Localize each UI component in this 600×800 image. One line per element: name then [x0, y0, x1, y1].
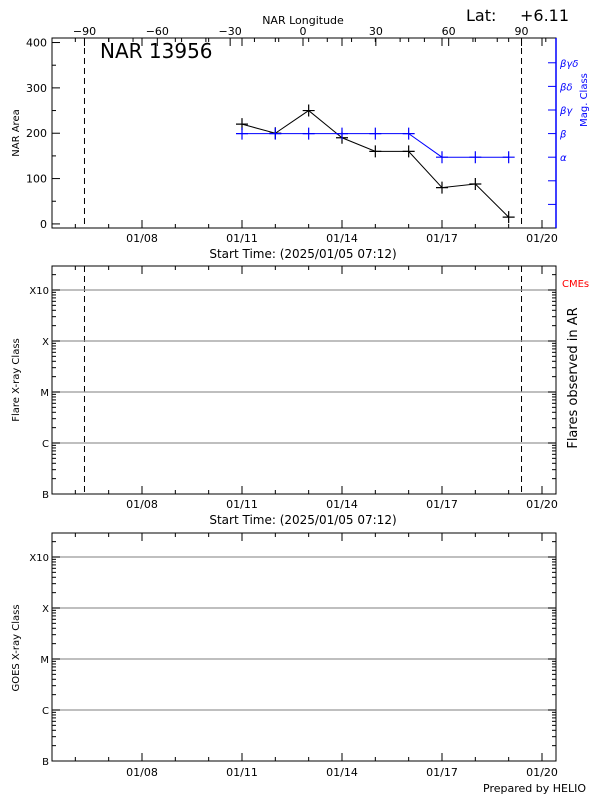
x-tick-label: 01/14: [326, 766, 358, 779]
mag-class-point: [269, 127, 282, 140]
x-tick-label: 01/08: [126, 498, 158, 511]
mag-class-point: [335, 127, 348, 140]
x-tick-label: 01/17: [426, 232, 458, 245]
top-axis-title: NAR Longitude: [262, 14, 344, 27]
y-tick-label: 200: [26, 127, 47, 140]
panel1-ylabel: NAR Area: [11, 109, 22, 156]
mag-class-point: [502, 151, 515, 164]
panel1-xlabel: Start Time: (2025/01/05 07:12): [209, 247, 396, 261]
area-line: [241, 109, 510, 218]
y-tick-label: C: [42, 439, 49, 450]
y-tick-label: 300: [26, 82, 47, 95]
top-tick-label: 30: [369, 25, 383, 38]
x-tick-label: 01/20: [526, 498, 558, 511]
x-tick-label: 01/11: [226, 498, 258, 511]
panel1-title: NAR 13956: [100, 39, 213, 63]
top-tick-label: 0: [300, 25, 307, 38]
panel1-frame: [51, 265, 557, 495]
y-tick-label: C: [42, 706, 49, 717]
lat-label: Lat:: [466, 6, 496, 25]
y-tick-label: 0: [40, 218, 47, 231]
x-tick-label: 01/08: [126, 766, 158, 779]
area-point: [402, 145, 415, 158]
x-tick-label: 01/14: [326, 498, 358, 511]
y-tick-label: M: [40, 388, 49, 399]
panel2-ylabel: Flare X-ray Class: [11, 338, 22, 422]
y-tick-label: B: [42, 490, 49, 501]
panel2-xlabel: Start Time: (2025/01/05 07:12): [209, 513, 396, 527]
lat-value: +6.11: [520, 6, 569, 25]
y2-tick-label: α: [560, 153, 567, 164]
x-tick-label: 01/08: [126, 232, 158, 245]
panel3-ylabel: GOES X-ray Class: [11, 604, 22, 691]
y2-tick-label: βγδ: [559, 59, 578, 70]
x-tick-label: 01/11: [226, 766, 258, 779]
y-tick-label: 400: [26, 37, 47, 50]
mag-class-point: [435, 151, 448, 164]
panel1-y2label: Mag. Class: [579, 73, 590, 127]
mag-class-point: [302, 127, 315, 140]
x-tick-label: 01/11: [226, 232, 258, 245]
mag-class-point: [369, 127, 382, 140]
top-tick-label: −90: [73, 25, 96, 38]
area-point: [369, 145, 382, 158]
top-tick-label: −30: [219, 25, 242, 38]
cme-legend: CMEs: [562, 279, 589, 290]
area-point: [435, 181, 448, 194]
y-tick-label: X: [42, 604, 49, 615]
y-tick-label: X10: [29, 286, 49, 297]
y-tick-label: X10: [29, 553, 49, 564]
top-tick-label: 60: [442, 25, 456, 38]
y-tick-label: X: [42, 337, 49, 348]
x-tick-label: 01/17: [426, 498, 458, 511]
y2-tick-label: βγ: [559, 106, 573, 117]
top-tick-label: −60: [146, 25, 169, 38]
mag-class-point: [235, 127, 248, 140]
y-tick-label: M: [40, 655, 49, 666]
area-point: [469, 178, 482, 191]
x-tick-label: 01/20: [526, 232, 558, 245]
y2-tick-label: βδ: [559, 82, 573, 93]
x-tick-label: 01/17: [426, 766, 458, 779]
y2-tick-label: β: [559, 130, 567, 141]
area-point: [302, 104, 315, 117]
y-tick-label: 100: [26, 173, 47, 186]
top-tick-label: 90: [515, 25, 529, 38]
x-tick-label: 01/14: [326, 232, 358, 245]
area-point: [502, 211, 515, 224]
y-tick-label: B: [42, 757, 49, 768]
panel2-y2label: Flares observed in AR: [566, 307, 581, 448]
x-tick-label: 01/20: [526, 766, 558, 779]
panel2-frame: [51, 532, 557, 762]
mag-class-point: [469, 151, 482, 164]
mag-class-point: [402, 127, 415, 140]
credit: Prepared by HELIO: [483, 782, 586, 795]
